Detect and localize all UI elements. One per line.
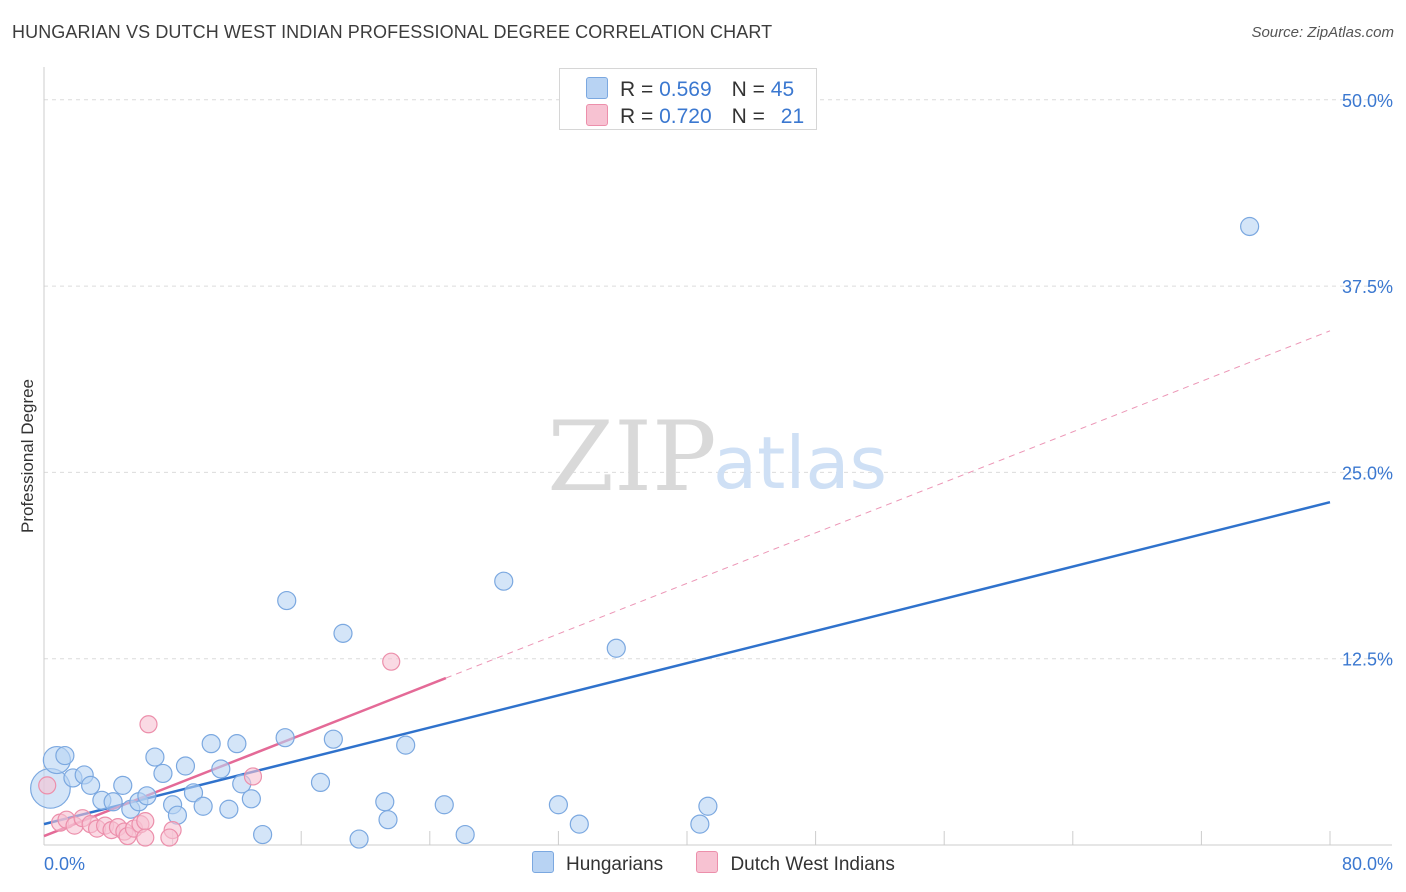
- point-hungarians: [690, 814, 710, 834]
- point-hungarians: [333, 623, 353, 643]
- point-hungarians: [375, 792, 395, 812]
- point-hungarians: [1240, 216, 1260, 237]
- point-hungarians: [241, 789, 261, 809]
- x-tick-label-min: 0.0%: [44, 854, 85, 874]
- point-dutch-west-indians: [139, 715, 158, 734]
- point-hungarians: [55, 745, 75, 766]
- point-dutch-west-indians: [382, 652, 401, 671]
- y-tick-label: 12.5%: [1342, 650, 1393, 670]
- y-axis-label: Professional Degree: [18, 378, 37, 534]
- point-hungarians: [113, 775, 133, 795]
- point-hungarians: [569, 814, 589, 834]
- point-hungarians: [253, 824, 273, 845]
- legend-row-dutch-west-indians: R = 0.720 N = 21: [586, 104, 804, 128]
- y-tick-label: 25.0%: [1342, 463, 1393, 483]
- legend-label: Hungarians: [566, 854, 664, 875]
- tick-labels: 12.5% 25.0% 37.5% 50.0% 0.0% 80.0%: [44, 91, 1393, 874]
- grid-lines: [44, 99, 1392, 660]
- n-value: 21: [780, 105, 805, 128]
- point-hungarians: [434, 795, 454, 815]
- source-credit: Source: ZipAtlas.com: [1251, 24, 1394, 41]
- trendline-dutch-west-indians-extension: [445, 330, 1331, 679]
- point-hungarians: [494, 571, 514, 591]
- legend-swatch-blue: [586, 77, 608, 99]
- point-hungarians: [201, 734, 221, 754]
- watermark-atlas: atlas: [713, 421, 887, 505]
- y-tick-label: 50.0%: [1342, 91, 1393, 111]
- point-hungarians: [137, 786, 157, 806]
- point-hungarians: [378, 810, 398, 830]
- legend-item-hungarians[interactable]: Hungarians: [532, 851, 663, 876]
- point-hungarians: [698, 796, 718, 816]
- point-hungarians: [455, 824, 475, 845]
- point-hungarians: [349, 829, 369, 849]
- point-hungarians: [548, 795, 569, 815]
- point-hungarians: [310, 772, 331, 793]
- point-hungarians: [606, 638, 626, 658]
- r-value: 0.569: [659, 78, 712, 101]
- point-hungarians: [183, 783, 204, 803]
- point-dutch-west-indians: [38, 776, 57, 795]
- legend-swatch-pink: [586, 104, 608, 126]
- point-hungarians: [396, 735, 416, 755]
- legend-label: Dutch West Indians: [730, 854, 895, 875]
- series-legend: Hungarians Dutch West Indians: [532, 851, 923, 876]
- legend-swatch-pink: [696, 851, 719, 873]
- n-label: N =: [731, 105, 771, 128]
- point-hungarians: [153, 763, 173, 784]
- legend-swatch-blue: [532, 851, 554, 873]
- point-hungarians: [219, 799, 239, 819]
- stats-legend: R = 0.569 N = 45 R = 0.720 N = 21: [559, 68, 817, 130]
- point-hungarians: [211, 759, 231, 779]
- dutch-west-indians-points: [38, 652, 401, 847]
- point-hungarians: [81, 775, 101, 795]
- point-hungarians: [103, 792, 123, 812]
- point-hungarians: [275, 728, 295, 748]
- hungarians-points: [30, 216, 1260, 849]
- legend-row-hungarians: R = 0.569 N = 45: [586, 77, 794, 101]
- point-hungarians: [323, 729, 343, 749]
- n-label: N =: [731, 78, 771, 101]
- point-hungarians: [175, 756, 196, 776]
- point-hungarians: [227, 734, 247, 754]
- point-hungarians: [145, 747, 165, 767]
- y-tick-label: 37.5%: [1342, 277, 1393, 297]
- point-dutch-west-indians: [160, 828, 179, 847]
- chart-title: HUNGARIAN VS DUTCH WEST INDIAN PROFESSIO…: [12, 22, 773, 42]
- x-tick-label-max: 80.0%: [1342, 854, 1393, 874]
- watermark-zip: ZIP: [547, 401, 716, 513]
- point-hungarians: [277, 590, 297, 611]
- point-dutch-west-indians: [136, 828, 155, 847]
- legend-item-dutch-west-indians[interactable]: Dutch West Indians: [696, 851, 895, 876]
- point-dutch-west-indians: [136, 812, 155, 831]
- r-label: R =: [620, 78, 660, 101]
- r-value: 0.720: [659, 105, 712, 128]
- point-hungarians: [193, 796, 213, 816]
- point-dutch-west-indians: [243, 767, 263, 786]
- r-label: R =: [620, 105, 660, 128]
- n-value: 45: [770, 78, 795, 101]
